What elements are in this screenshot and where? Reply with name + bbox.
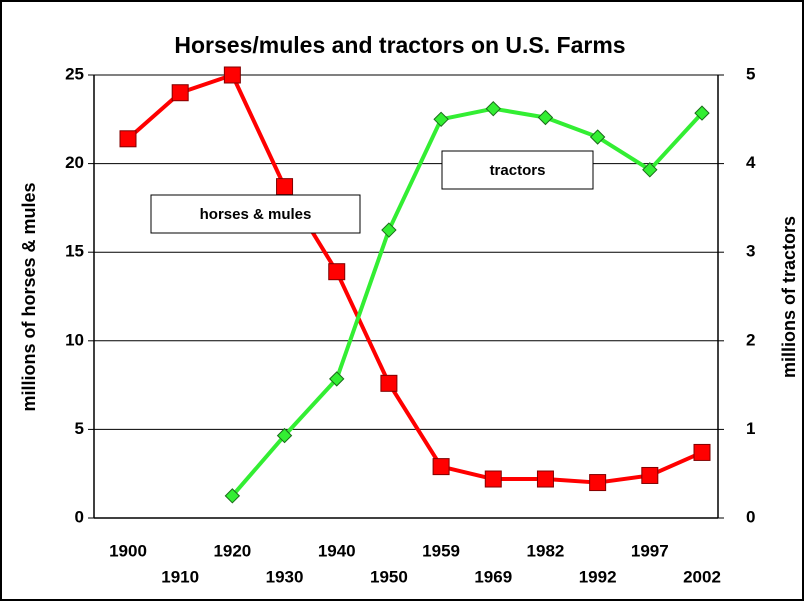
y-tick-label: 10 [65,330,84,349]
marker [641,466,659,484]
y-tick-label: 0 [75,507,84,526]
x-tick-label: 1910 [161,567,199,586]
marker [484,470,502,488]
x-tick-label: 1997 [631,541,669,560]
marker [328,263,346,281]
marker [485,100,501,117]
marker [589,129,606,145]
marker [537,109,554,126]
marker [694,105,710,121]
legend-label: horses & mules [200,206,312,223]
x-tick-label: 1982 [527,541,565,560]
y-axis-label: millions of horses & mules [19,182,39,411]
marker [224,488,241,504]
marker [432,458,450,476]
marker [276,178,294,196]
marker [223,66,241,84]
y2-tick-label: 4 [746,153,756,172]
y2-axis-label: millions of tractors [779,216,799,378]
y2-tick-label: 1 [746,419,755,438]
marker [171,84,189,102]
marker [589,474,607,492]
chart-title: Horses/mules and tractors on U.S. Farms [174,32,625,58]
series-line [126,73,703,485]
x-tick-label: 1959 [422,541,460,560]
y-tick-label: 15 [65,242,84,261]
marker [693,443,711,461]
y2-tick-label: 2 [746,330,755,349]
marker [433,111,449,128]
y2-tick-label: 3 [746,242,755,261]
x-tick-label: 1900 [109,541,147,560]
marker [119,130,137,148]
marker [536,470,554,488]
x-tick-label: 1930 [266,567,304,586]
legend-label: tractors [490,162,546,179]
x-tick-label: 1992 [579,567,617,586]
marker [329,371,345,387]
y-tick-label: 20 [65,153,84,172]
legend-box [441,150,594,190]
x-tick-label: 1969 [474,567,512,586]
y2-tick-label: 5 [746,64,755,83]
x-tick-label: 1940 [318,541,356,560]
y-tick-label: 5 [75,419,84,438]
marker [276,427,293,444]
series-line [230,106,704,498]
marker [642,162,658,178]
x-tick-label: 1920 [213,541,251,560]
x-tick-label: 2002 [683,567,721,586]
marker [381,222,397,238]
marker [380,374,398,392]
y-tick-label: 25 [65,64,84,83]
legend-box [150,194,361,234]
y2-tick-label: 0 [746,507,755,526]
x-tick-label: 1950 [370,567,408,586]
